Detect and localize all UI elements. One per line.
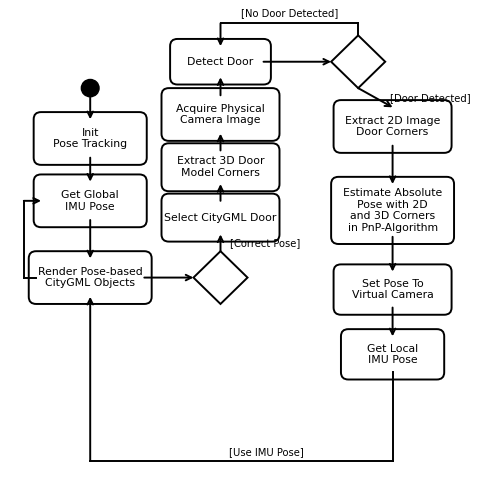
Text: Select CityGML Door: Select CityGML Door bbox=[164, 213, 276, 223]
FancyBboxPatch shape bbox=[28, 251, 152, 304]
Text: [No Door Detected]: [No Door Detected] bbox=[240, 8, 338, 18]
FancyBboxPatch shape bbox=[334, 264, 452, 315]
Text: Extract 2D Image
Door Corners: Extract 2D Image Door Corners bbox=[345, 116, 440, 137]
Text: Get Local
IMU Pose: Get Local IMU Pose bbox=[367, 344, 418, 365]
FancyBboxPatch shape bbox=[331, 177, 454, 244]
Circle shape bbox=[82, 80, 99, 97]
Text: Get Global
IMU Pose: Get Global IMU Pose bbox=[62, 190, 119, 212]
Polygon shape bbox=[331, 35, 385, 88]
FancyBboxPatch shape bbox=[334, 100, 452, 153]
Text: Estimate Absolute
Pose with 2D
and 3D Corners
in PnP-Algorithm: Estimate Absolute Pose with 2D and 3D Co… bbox=[343, 188, 442, 233]
FancyBboxPatch shape bbox=[170, 39, 271, 84]
Text: [Correct Pose]: [Correct Pose] bbox=[230, 238, 300, 248]
Text: Render Pose-based
CityGML Objects: Render Pose-based CityGML Objects bbox=[38, 267, 142, 288]
Text: Acquire Physical
Camera Image: Acquire Physical Camera Image bbox=[176, 103, 265, 125]
Text: [Door Detected]: [Door Detected] bbox=[390, 93, 471, 102]
FancyBboxPatch shape bbox=[162, 143, 280, 191]
FancyBboxPatch shape bbox=[34, 174, 147, 227]
Polygon shape bbox=[194, 251, 248, 304]
Text: Init
Pose Tracking: Init Pose Tracking bbox=[53, 128, 128, 149]
FancyBboxPatch shape bbox=[162, 88, 280, 141]
FancyBboxPatch shape bbox=[34, 112, 147, 165]
Text: Detect Door: Detect Door bbox=[188, 57, 254, 67]
FancyBboxPatch shape bbox=[341, 329, 444, 380]
Text: Extract 3D Door
Model Corners: Extract 3D Door Model Corners bbox=[177, 157, 264, 178]
Text: Set Pose To
Virtual Camera: Set Pose To Virtual Camera bbox=[352, 279, 434, 301]
FancyBboxPatch shape bbox=[162, 194, 280, 242]
Text: [Use IMU Pose]: [Use IMU Pose] bbox=[228, 447, 304, 457]
